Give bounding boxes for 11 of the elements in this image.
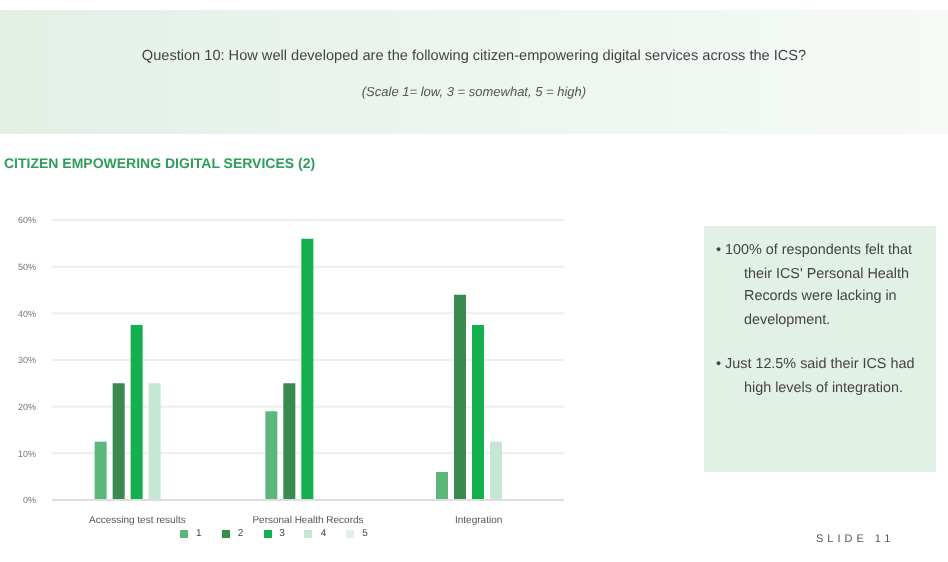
bar <box>130 325 143 500</box>
bar <box>490 441 502 500</box>
bar <box>283 383 296 500</box>
bar <box>265 411 278 500</box>
bar <box>112 383 125 500</box>
bar <box>436 472 448 500</box>
bar <box>94 441 107 500</box>
bar <box>301 238 314 500</box>
bar <box>472 325 484 500</box>
bar <box>148 383 161 500</box>
bar <box>454 294 466 500</box>
